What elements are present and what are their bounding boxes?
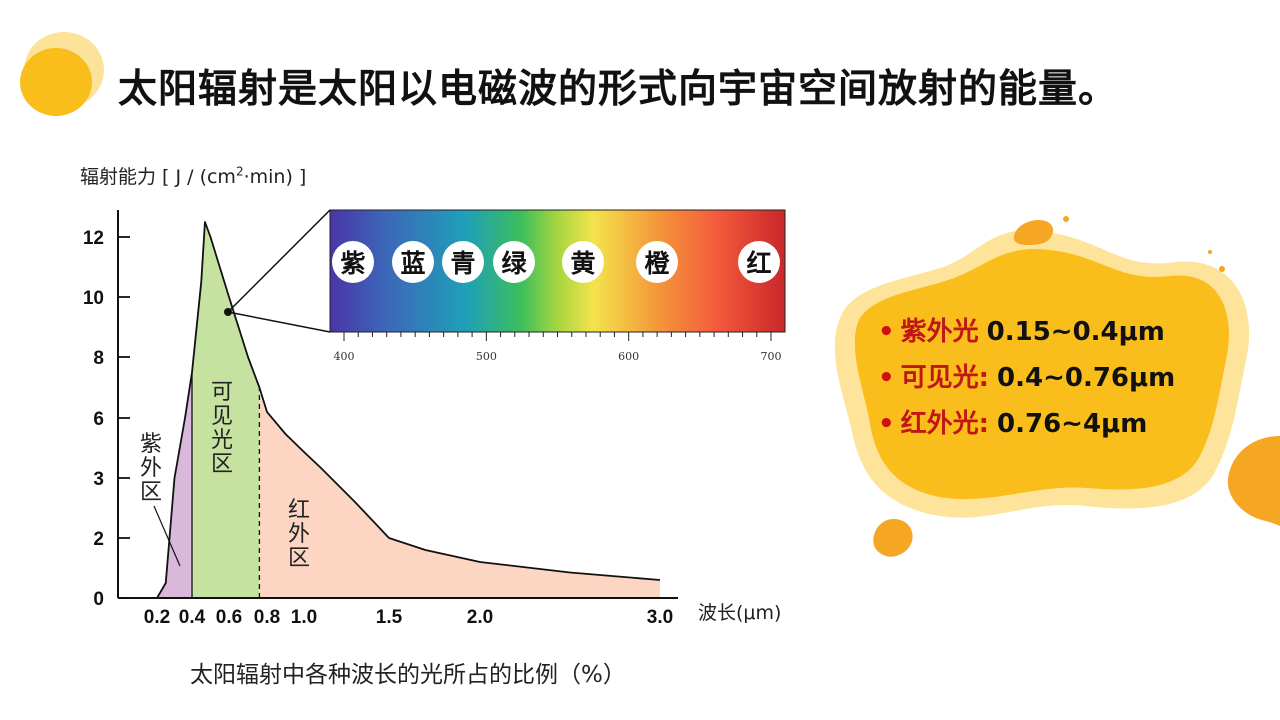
spectrum-color-badge: [392, 241, 434, 283]
uv-leader-line: [153, 505, 181, 567]
region-label-visible: 区: [211, 452, 233, 477]
y-tick-label: 10: [83, 288, 104, 309]
y-tick-label: 3: [93, 469, 104, 490]
spectrum-color-badge: [493, 241, 535, 283]
spectrum-color-label: 黄: [570, 249, 595, 278]
band-name: 可见光:: [900, 363, 990, 393]
chart-caption: 太阳辐射中各种波长的光所占的比例（%）: [190, 662, 626, 688]
x-tick-label: 1.5: [376, 607, 403, 628]
region-label-uv: 紫: [140, 432, 162, 457]
spectrum-color-label: 紫: [340, 249, 365, 278]
dot-1: [1063, 216, 1069, 222]
spectrum-color-badge: [636, 241, 678, 283]
band-range: 0.4~0.76μm: [997, 363, 1176, 393]
spectrum-color-badge: [738, 241, 780, 283]
bullet-icon: •: [878, 317, 895, 347]
x-tick-label: 0.6: [216, 607, 242, 628]
band-range: 0.15~0.4μm: [986, 317, 1165, 347]
dot-2: [1208, 250, 1212, 254]
spectrum-color-label: 绿: [501, 249, 527, 278]
region-label-uv: 外: [140, 456, 162, 481]
x-tick-label: 0.8: [254, 607, 280, 628]
region-label-uv: 区: [140, 480, 162, 505]
band-range: 0.76~4μm: [997, 409, 1148, 439]
slide-title: 太阳辐射是太阳以电磁波的形式向宇宙空间放射的能量。: [118, 67, 1119, 112]
corner-blob-right: [1227, 436, 1280, 526]
corner-blob: [20, 48, 92, 116]
band-infrared: • 红外光: 0.76~4μm: [878, 404, 1175, 450]
callout-line-bottom: [227, 311, 331, 333]
x-tick-label: 3.0: [647, 607, 673, 628]
region-label-infrared: 区: [288, 546, 310, 571]
region-fill-1: [192, 222, 260, 598]
info-card: [854, 249, 1230, 500]
splash-bottom: [873, 518, 913, 557]
spectrum-color-badge: [562, 241, 604, 283]
y-tick-label: 12: [83, 228, 104, 249]
spectrum-color-badge: [332, 241, 374, 283]
band-name: 红外光:: [900, 409, 990, 439]
region-label-infrared: 外: [288, 522, 310, 547]
spectrum-scale-label: 400: [334, 350, 355, 363]
spectrum-color-label: 橙: [644, 249, 670, 278]
y-tick-label: 6: [93, 409, 104, 430]
x-tick-label: 0.4: [179, 607, 206, 628]
spectrum-scale-label: 500: [476, 350, 497, 363]
spectrum-color-label: 蓝: [400, 249, 425, 278]
y-tick-label: 0: [93, 589, 104, 610]
band-list: • 紫外光 0.15~0.4μm • 可见光: 0.4~0.76μm • 红外光: 0.76…: [878, 312, 1175, 450]
x-tick-label: 2.0: [467, 607, 493, 628]
radiation-curve: [156, 221, 661, 599]
x-axis-label: 波长(μm): [698, 602, 782, 624]
y-tick-label: 2: [93, 529, 104, 550]
bullet-icon: •: [878, 409, 895, 439]
y-axis-label: 辐射能力 [ J / (cm2·min) ]: [80, 164, 307, 188]
band-visible: • 可见光: 0.4~0.76μm: [878, 358, 1175, 404]
bullet-icon: •: [878, 363, 895, 393]
y-tick-label: 8: [93, 348, 104, 369]
region-label-visible: 见: [211, 404, 233, 429]
dot-3: [1219, 266, 1225, 272]
region-label-visible: 可: [211, 380, 233, 405]
spectrum-color-label: 青: [450, 249, 475, 278]
region-fill-2: [259, 387, 660, 598]
spectrum-scale-label: 600: [618, 350, 639, 363]
spectrum-color-badge: [442, 241, 484, 283]
callout-line-top: [227, 209, 331, 313]
band-name: 紫外光: [900, 317, 979, 347]
spectrum-color-label: 红: [746, 249, 771, 278]
band-uv: • 紫外光 0.15~0.4μm: [878, 312, 1175, 358]
spectrum-scale-label: 700: [761, 350, 782, 363]
splash-top: [1013, 219, 1054, 246]
region-label-infrared: 红: [288, 498, 310, 523]
x-tick-label: 1.0: [291, 607, 317, 628]
region-label-visible: 光: [211, 428, 233, 453]
x-tick-label: 0.2: [144, 607, 170, 628]
